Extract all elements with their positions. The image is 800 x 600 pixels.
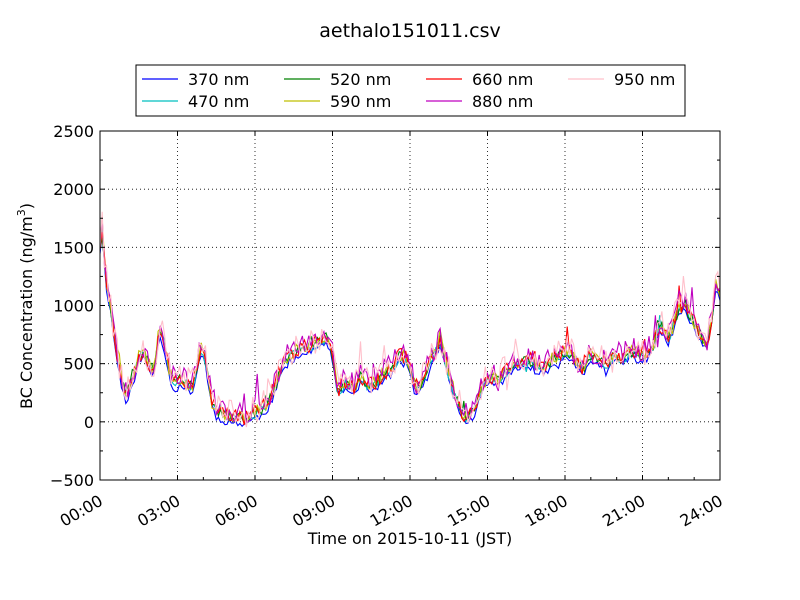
grid-lines (100, 131, 720, 480)
legend-label: 470 nm (188, 92, 249, 111)
legend-items: 370 nm 470 nm 520 nm 590 nm 660 nm 880 nm 950 … (142, 70, 675, 111)
y-tick-label: 0 (84, 413, 94, 432)
y-axis-label: BC Concentration (ng/m3) (15, 203, 36, 409)
legend-label: 880 nm (472, 92, 533, 111)
legend-box (135, 64, 686, 117)
y-tick-label: 2000 (53, 180, 94, 199)
legend-label: 950 nm (614, 70, 675, 89)
y-tick-label: −500 (50, 471, 94, 490)
legend-label: 370 nm (188, 70, 249, 89)
y-tick-label: 1000 (53, 297, 94, 316)
y-axis-label-main: BC Concentration (ng/m (17, 216, 36, 409)
y-tick-label: 2500 (53, 122, 94, 141)
legend-label: 590 nm (330, 92, 391, 111)
legend-label: 520 nm (330, 70, 391, 89)
legend-label: 660 nm (472, 70, 533, 89)
axis-ticks (99, 130, 721, 481)
legend: 370 nm 470 nm 520 nm 590 nm 660 nm 880 nm 950 … (135, 64, 686, 117)
y-tick-labels: −500 0 500 1000 1500 2000 2500 (50, 122, 94, 490)
series-line-950-nm (100, 211, 720, 428)
y-axis-label-superscript: 3 (15, 209, 28, 216)
y-tick-label: 500 (63, 355, 94, 374)
x-axis-label: Time on 2015-10-11 (JST) (307, 529, 512, 548)
y-tick-label: 1500 (53, 238, 94, 257)
series-lines (100, 211, 720, 428)
y-axis-label-end: ) (17, 203, 36, 209)
chart-title: aethalo151011.csv (319, 20, 501, 42)
